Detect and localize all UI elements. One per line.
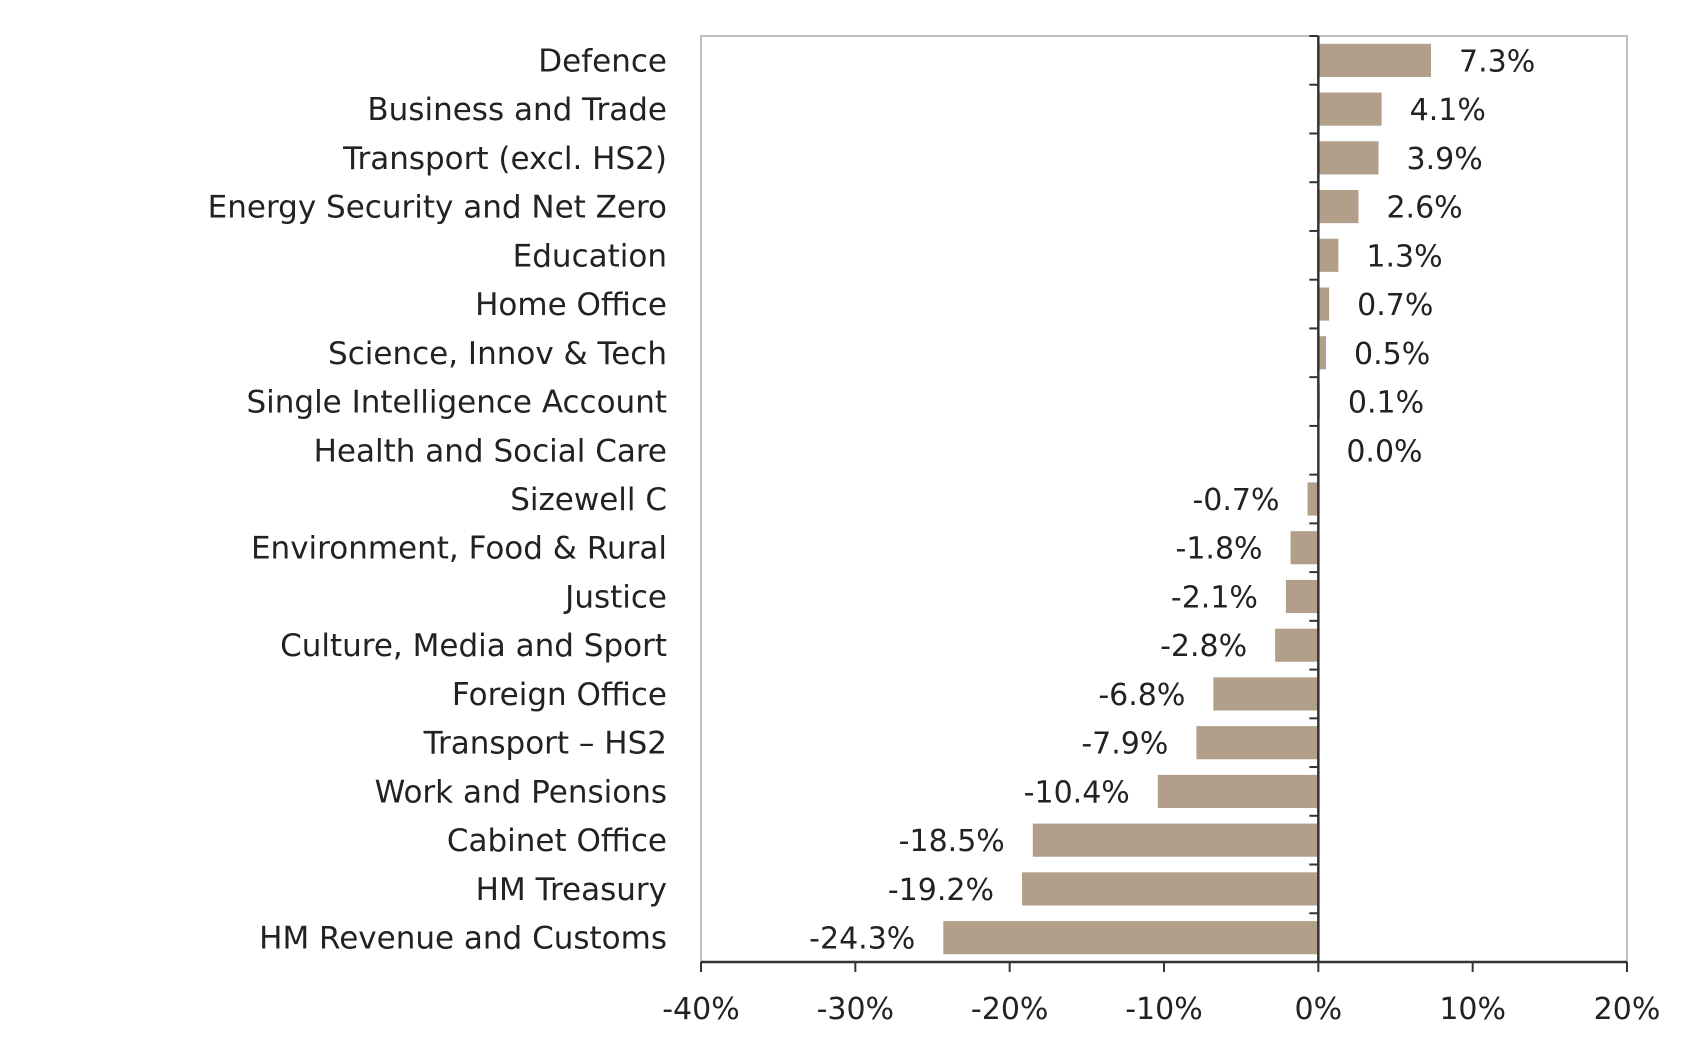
bar: [1318, 190, 1359, 224]
zero-axis-group: [1309, 35, 1320, 963]
bar: [1032, 823, 1319, 857]
category-label: Business and Trade: [367, 92, 667, 128]
x-tick-label: 0%: [1295, 992, 1343, 1027]
x-tick-label: -40%: [662, 992, 740, 1027]
category-label: Sizewell C: [510, 482, 667, 518]
x-tick-label: -20%: [971, 992, 1049, 1027]
category-label: Environment, Food & Rural: [251, 531, 667, 567]
value-label: 0.5%: [1354, 337, 1430, 372]
category-label: Single Intelligence Account: [246, 385, 667, 421]
value-label: -19.2%: [888, 873, 994, 908]
category-label: Defence: [538, 43, 667, 79]
category-label: Foreign Office: [452, 677, 667, 713]
category-labels-group: Defence Business and Trade Transport (excl…: [208, 43, 667, 956]
x-tick-label: -10%: [1125, 992, 1203, 1027]
value-label: -2.8%: [1160, 629, 1247, 664]
bar: [1290, 531, 1319, 565]
bar: [1157, 774, 1319, 808]
plot-area-frame: [700, 35, 1628, 963]
value-label: -0.7%: [1192, 483, 1279, 518]
value-labels-group: 7.3% 4.1% 3.9% 2.6% 1.3% 0.7% 0.5% 0.1% 0.0% -0.7…: [809, 44, 1535, 956]
bar: [1318, 287, 1330, 321]
category-label: Transport – HS2: [423, 726, 667, 762]
value-label: -1.8%: [1176, 532, 1263, 567]
category-label: Home Office: [475, 287, 667, 323]
category-label: Work and Pensions: [375, 774, 667, 810]
value-label: -7.9%: [1081, 727, 1168, 762]
category-label: Energy Security and Net Zero: [208, 190, 667, 226]
category-label: Health and Social Care: [314, 433, 667, 469]
bars-group: [943, 43, 1431, 955]
bar: [1318, 336, 1327, 370]
x-axis-group: -40% -30% -20% -10% 0% 10% 20%: [662, 960, 1661, 1027]
category-label: Culture, Media and Sport: [280, 628, 667, 664]
bar: [1213, 677, 1319, 711]
x-tick-label: 20%: [1594, 992, 1661, 1027]
value-label: 3.9%: [1407, 142, 1483, 177]
category-label: Justice: [563, 579, 667, 615]
value-label: -6.8%: [1098, 678, 1185, 713]
value-label: 2.6%: [1386, 191, 1462, 226]
bar: [1318, 92, 1382, 126]
value-label: 0.0%: [1346, 434, 1422, 469]
value-label: -24.3%: [809, 922, 915, 957]
bar: [1318, 43, 1431, 77]
value-label: 4.1%: [1410, 93, 1486, 128]
bar: [1196, 726, 1319, 760]
category-label: Cabinet Office: [447, 823, 667, 859]
bar: [1275, 628, 1319, 662]
bar: [1285, 579, 1319, 614]
bar: [1318, 141, 1379, 175]
bar: [1307, 482, 1319, 516]
value-label: -10.4%: [1024, 775, 1130, 810]
value-label: 1.3%: [1366, 239, 1442, 274]
category-label: HM Revenue and Customs: [259, 921, 667, 957]
x-tick-label: -30%: [817, 992, 895, 1027]
value-label: 0.1%: [1348, 386, 1424, 421]
bar: [1318, 238, 1339, 272]
category-label: Science, Innov & Tech: [328, 336, 667, 372]
value-label: 0.7%: [1357, 288, 1433, 323]
value-label: -18.5%: [899, 824, 1005, 859]
category-label: HM Treasury: [476, 872, 667, 908]
bar: [943, 921, 1319, 955]
value-label: 7.3%: [1459, 44, 1535, 79]
category-label: Transport (excl. HS2): [342, 141, 667, 177]
bar: [1022, 872, 1319, 906]
category-label: Education: [513, 238, 667, 274]
value-label: -2.1%: [1171, 580, 1258, 615]
x-tick-label: 10%: [1439, 992, 1506, 1027]
